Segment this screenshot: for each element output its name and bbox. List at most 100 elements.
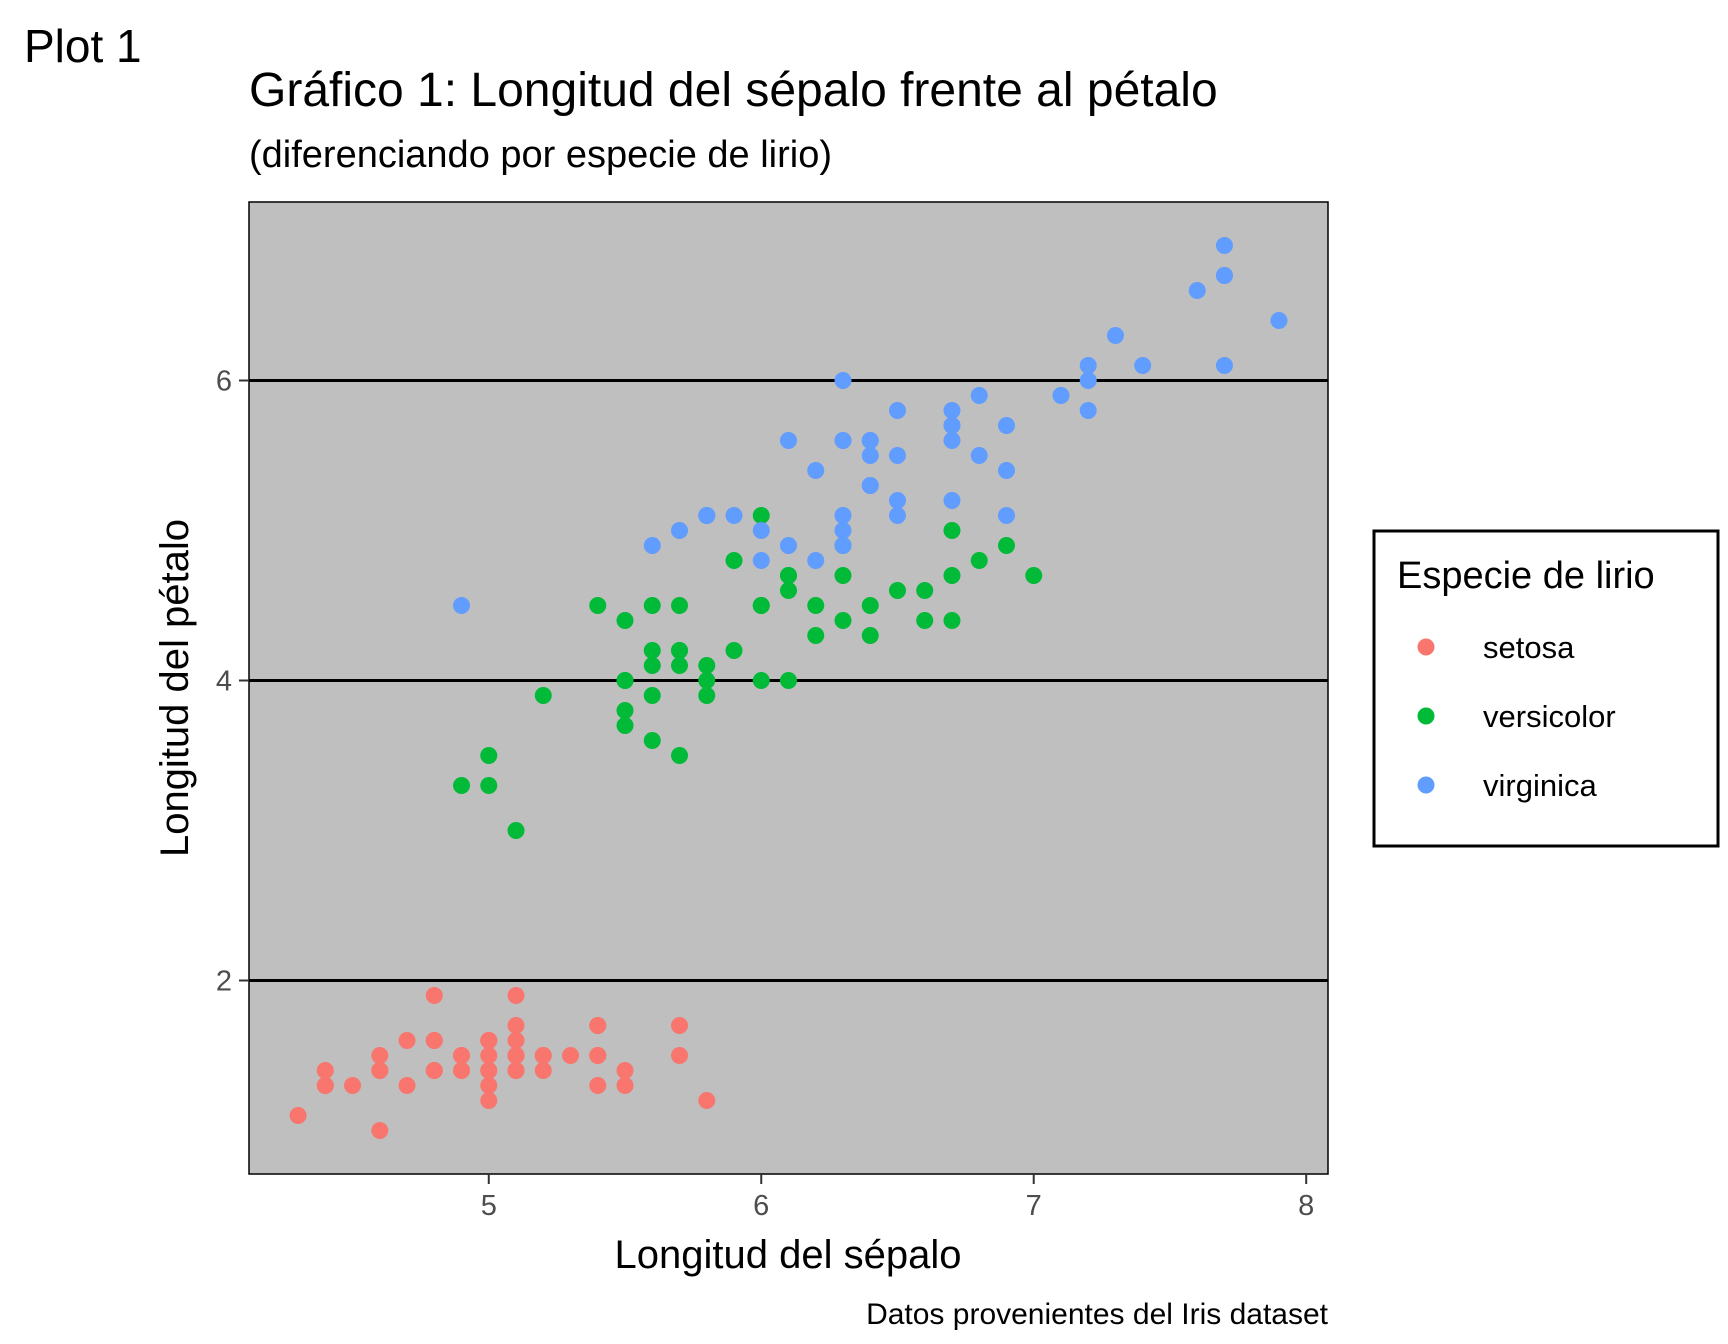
data-point-virginica [997, 417, 1015, 434]
data-point-versicolor [780, 672, 797, 689]
data-point-virginica [888, 492, 906, 509]
data-point-versicolor [643, 597, 661, 614]
data-point-virginica [834, 432, 852, 449]
data-point-versicolor [807, 627, 825, 644]
x-tick-label: 7 [1026, 1190, 1042, 1222]
data-point-setosa [671, 1017, 689, 1034]
data-point-virginica [834, 537, 852, 554]
data-point-versicolor [453, 777, 471, 794]
data-point-virginica [1215, 357, 1233, 374]
data-point-setosa [698, 1092, 716, 1109]
data-point-versicolor [725, 552, 743, 569]
data-point-virginica [888, 507, 906, 524]
data-point-virginica [698, 507, 716, 524]
data-point-virginica [970, 447, 988, 464]
legend-box [1372, 529, 1720, 848]
data-point-setosa [507, 1047, 525, 1064]
data-point-setosa [425, 987, 443, 1004]
y-axis: 2 4 6 [216, 366, 249, 998]
data-point-setosa [344, 1077, 362, 1094]
data-point-versicolor [834, 567, 852, 584]
data-point-virginica [943, 432, 961, 449]
data-point-setosa [398, 1032, 416, 1049]
data-point-versicolor [643, 657, 661, 674]
data-point-virginica [1079, 402, 1097, 419]
data-point-virginica [780, 537, 797, 554]
data-point-versicolor [970, 552, 988, 569]
data-point-setosa [453, 1047, 471, 1064]
plot-panel [248, 201, 1329, 1175]
data-point-versicolor [643, 687, 661, 704]
data-point-virginica [1079, 372, 1097, 389]
data-point-versicolor [943, 612, 961, 629]
data-point-setosa [589, 1017, 607, 1034]
data-point-virginica [1079, 357, 1097, 374]
data-point-virginica [752, 522, 770, 539]
data-point-setosa [507, 1062, 525, 1079]
data-point-setosa [480, 1077, 498, 1094]
x-axis: 5 6 7 8 [481, 1174, 1314, 1222]
data-point-setosa [480, 1047, 498, 1064]
legend-label-setosa: setosa [1483, 630, 1575, 665]
legend-title: Especie de lirio [1397, 555, 1655, 597]
legend-label-virginica: virginica [1483, 768, 1597, 803]
legend-marker-setosa [1417, 638, 1435, 656]
data-point-setosa [371, 1047, 389, 1064]
plot-tag: Plot 1 [24, 20, 142, 72]
data-point-versicolor [752, 672, 770, 689]
x-axis-label: Longitud del sépalo [615, 1233, 962, 1277]
chart-title: Gráfico 1: Longitud del sépalo frente al… [249, 64, 1218, 117]
data-point-versicolor [725, 642, 743, 659]
data-point-versicolor [643, 732, 661, 749]
data-point-virginica [1188, 282, 1206, 299]
chart-subtitle: (diferenciando por especie de lirio) [249, 134, 832, 176]
data-point-virginica [671, 522, 689, 539]
legend: Especie de lirio setosa versicolor virgini… [1372, 529, 1720, 848]
data-point-virginica [834, 522, 852, 539]
data-point-setosa [316, 1062, 334, 1079]
data-point-versicolor [698, 672, 716, 689]
data-point-versicolor [616, 702, 634, 719]
series-versicolor [453, 507, 1043, 839]
data-point-virginica [1270, 312, 1288, 329]
data-point-versicolor [480, 747, 498, 764]
data-point-versicolor [1025, 567, 1043, 584]
data-point-versicolor [780, 567, 797, 584]
data-point-virginica [943, 417, 961, 434]
data-point-virginica [861, 447, 879, 464]
data-point-setosa [616, 1077, 634, 1094]
data-point-setosa [534, 1047, 552, 1064]
x-tick-label: 6 [753, 1190, 769, 1222]
data-point-virginica [1052, 387, 1070, 404]
data-point-virginica [997, 462, 1015, 479]
legend-marker-versicolor [1417, 707, 1435, 725]
data-point-versicolor [616, 717, 634, 734]
data-point-setosa [507, 1032, 525, 1049]
panel-border [248, 201, 1329, 1175]
data-point-versicolor [997, 537, 1015, 554]
data-point-virginica [970, 387, 988, 404]
data-point-setosa [371, 1062, 389, 1079]
data-point-versicolor [780, 582, 797, 599]
data-point-setosa [289, 1107, 307, 1124]
data-point-versicolor [834, 612, 852, 629]
x-tick-label: 5 [481, 1190, 497, 1222]
data-point-versicolor [861, 597, 879, 614]
x-tick-label: 8 [1298, 1190, 1314, 1222]
legend-marker-virginica [1417, 776, 1435, 794]
data-point-virginica [807, 552, 825, 569]
data-point-setosa [480, 1092, 498, 1109]
data-point-versicolor [888, 582, 906, 599]
data-point-virginica [1134, 357, 1152, 374]
data-point-virginica [780, 432, 797, 449]
data-point-virginica [861, 477, 879, 494]
data-point-versicolor [616, 672, 634, 689]
data-point-setosa [507, 987, 525, 1004]
data-point-versicolor [752, 507, 770, 524]
data-point-versicolor [534, 687, 552, 704]
y-tick-label: 2 [216, 966, 232, 998]
data-point-versicolor [698, 687, 716, 704]
data-point-versicolor [916, 582, 934, 599]
data-point-versicolor [698, 657, 716, 674]
